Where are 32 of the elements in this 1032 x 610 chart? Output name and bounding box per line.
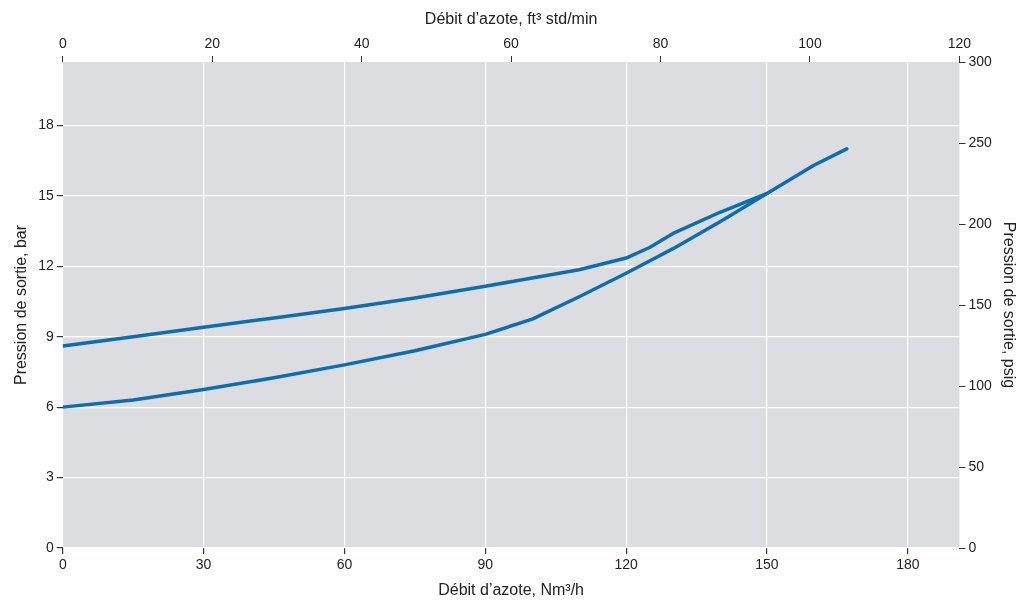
y-tick-label: 18	[38, 116, 54, 133]
y2-tick-label: 300	[968, 52, 993, 69]
x-tick-label: 60	[336, 556, 353, 573]
x2-tick-label: 40	[353, 35, 370, 52]
y2-tick-label: 0	[968, 538, 977, 555]
y-tick-label: 6	[45, 397, 54, 414]
x-tick-label: 120	[614, 556, 639, 573]
x-tick-label: 30	[195, 556, 212, 573]
y2-tick-label: 50	[968, 457, 985, 474]
y-tick-label: 9	[45, 327, 54, 344]
y2-tick-label: 200	[968, 214, 993, 231]
x2-tick-label: 0	[58, 35, 67, 52]
y-axis-title: Pression de sortie, bar	[12, 224, 30, 386]
x2-tick-label: 80	[652, 35, 669, 52]
x2-tick-label: 60	[503, 35, 520, 52]
y2-tick-label: 100	[968, 376, 993, 393]
y-tick-label: 0	[45, 538, 54, 555]
y-tick-label: 15	[38, 186, 54, 203]
x2-axis-title: Débit d’azote, ft³ std/min	[424, 10, 598, 28]
y2-tick-label: 150	[968, 295, 993, 312]
x-tick-label: 90	[477, 556, 494, 573]
y-tick-label: 12	[38, 257, 54, 274]
y2-tick-label: 250	[968, 133, 993, 150]
y-tick-label: 3	[45, 468, 54, 485]
x-tick-label: 150	[755, 556, 779, 573]
x-axis-title: Débit d’azote, Nm³/h	[438, 580, 585, 598]
x-tick-label: 0	[58, 556, 67, 573]
x2-tick-label: 100	[798, 35, 822, 52]
x-tick-label: 180	[896, 556, 920, 573]
y2-axis-title: Pression de sortie, psig	[1000, 221, 1018, 389]
x2-tick-label: 20	[204, 35, 221, 52]
x2-tick-label: 120	[947, 35, 972, 52]
